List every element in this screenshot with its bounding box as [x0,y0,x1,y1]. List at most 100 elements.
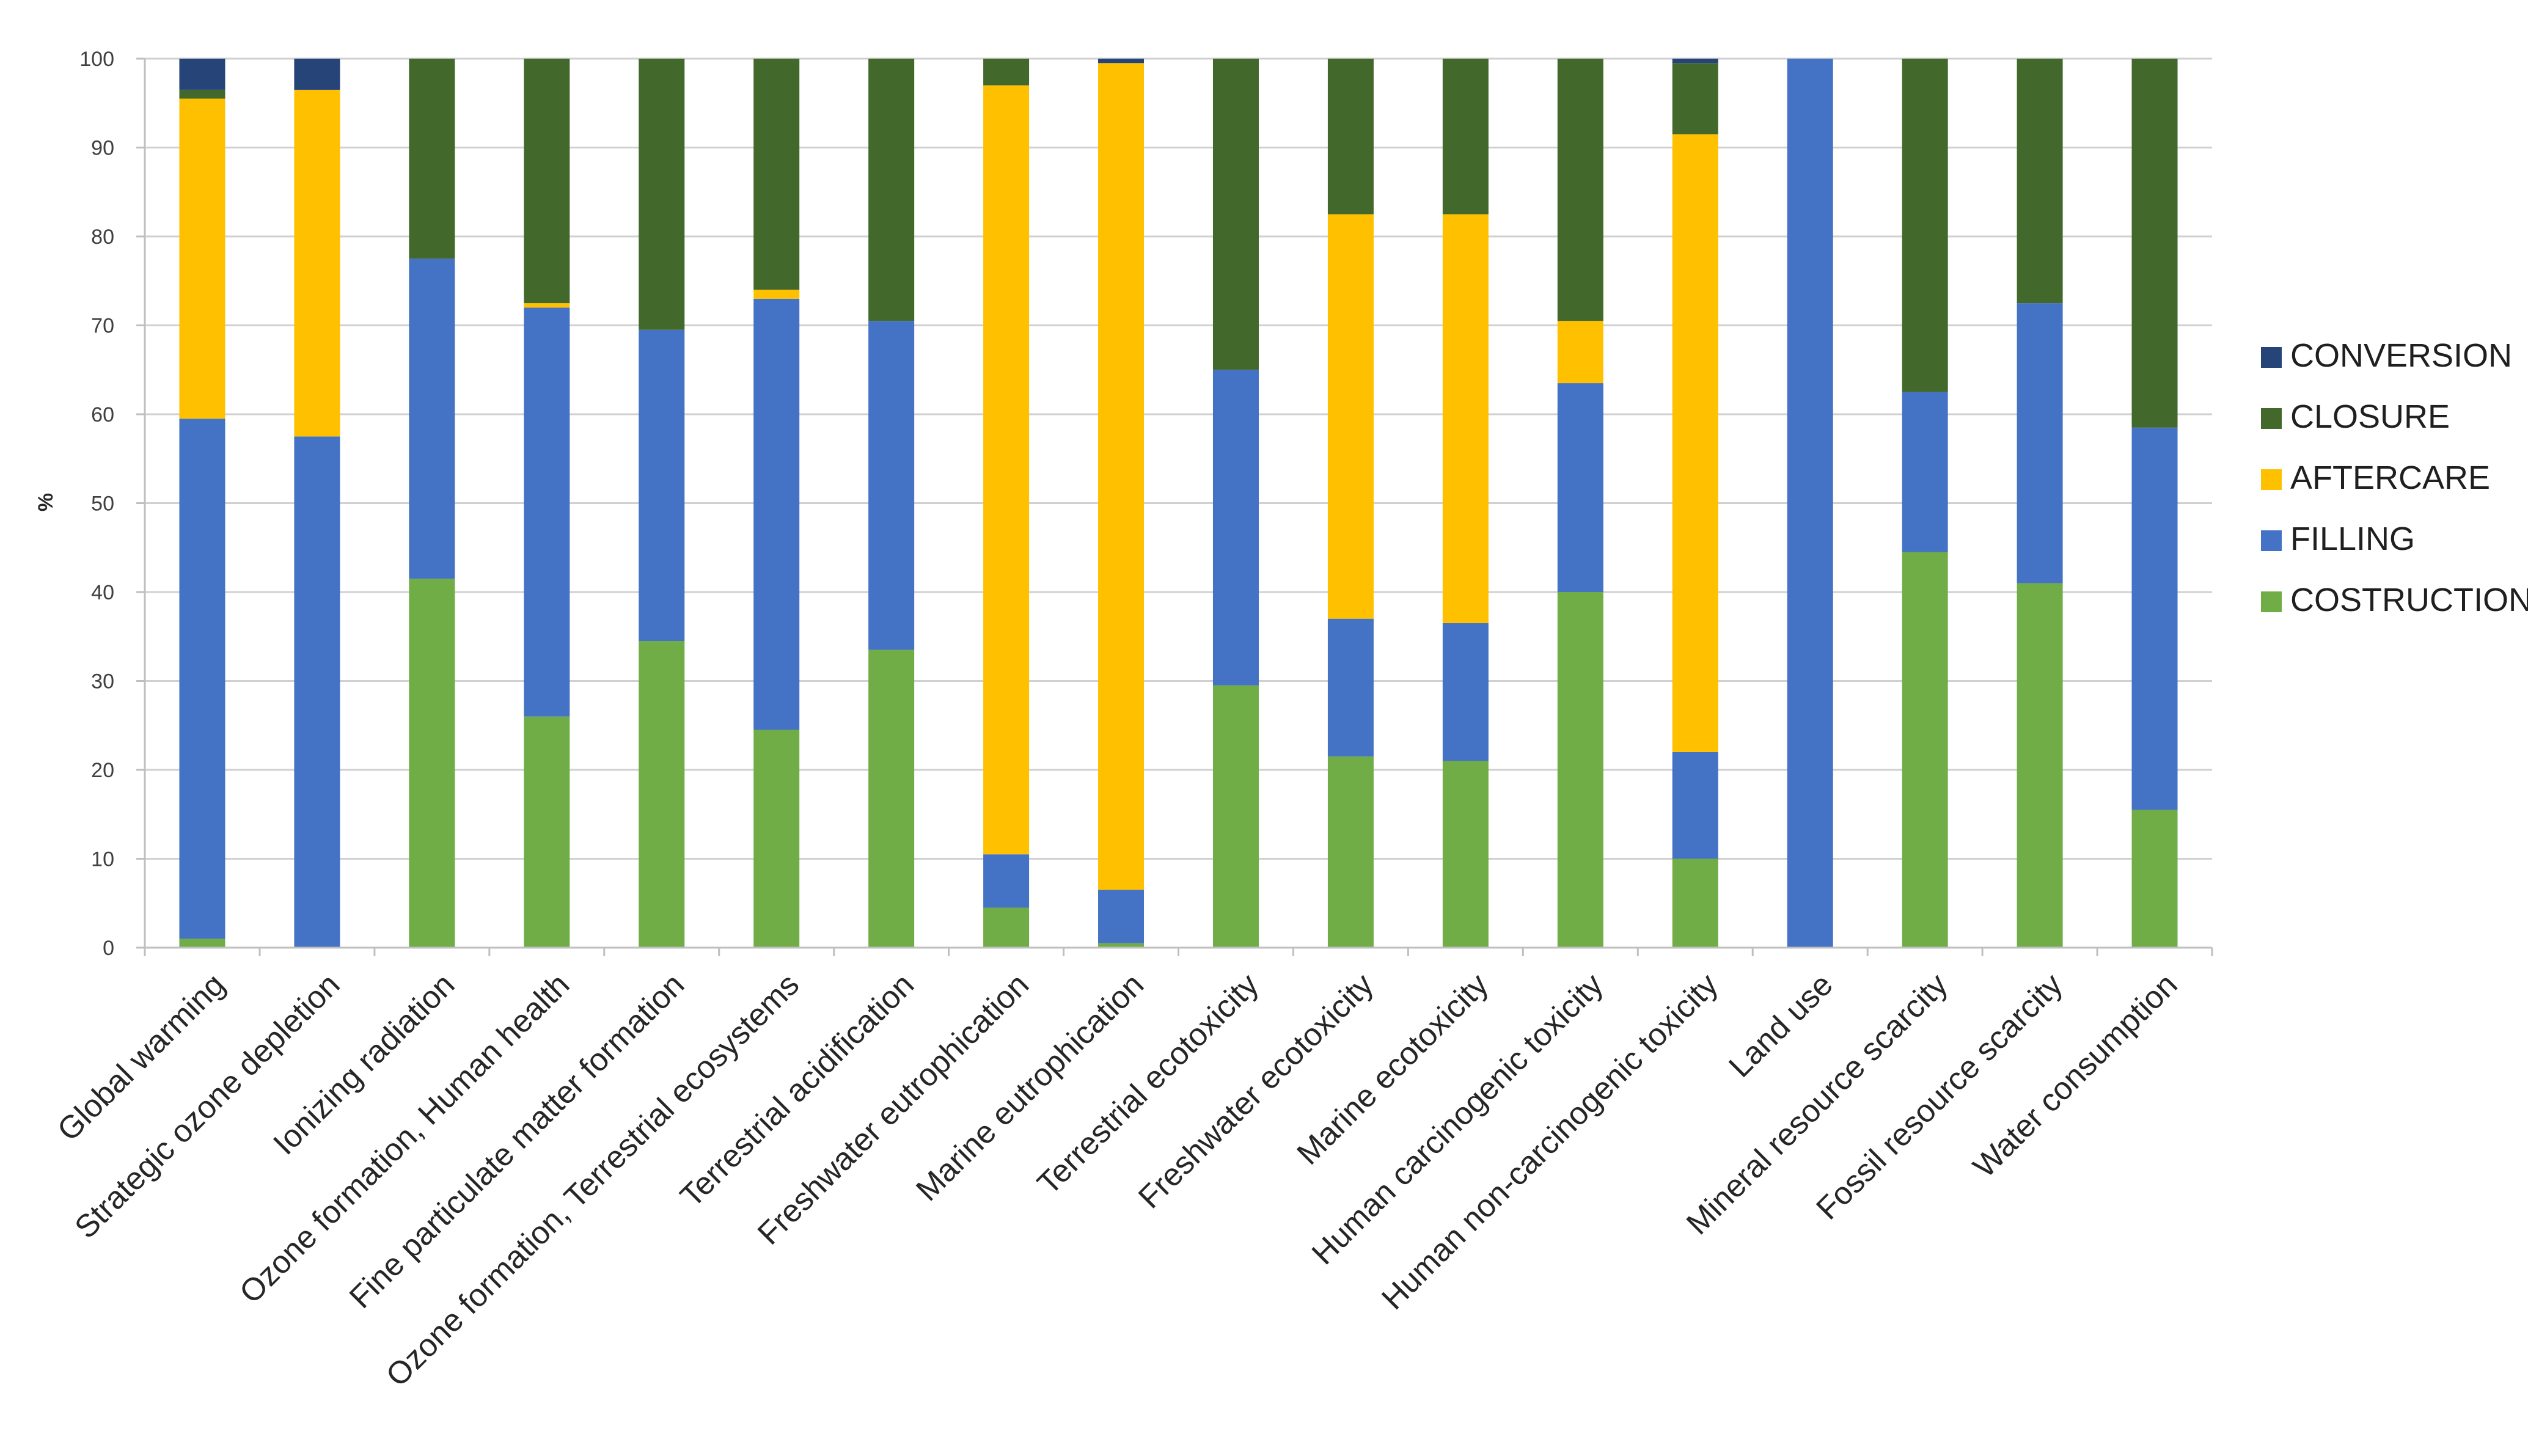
legend-swatch [2261,591,2282,612]
bar-segment-closure-13 [1672,63,1718,134]
axes [144,59,2213,956]
bar-segment-closure-12 [1557,59,1603,321]
bar-segment-closure-16 [2017,59,2063,304]
bar-segment-closure-9 [1212,59,1259,370]
bar-segment-filling-13 [1672,752,1718,859]
bar-segment-closure-17 [2131,59,2178,428]
bar-segment-conversion-8 [1098,59,1145,64]
gridlines [145,57,2212,949]
bar-segment-costruction-0 [179,938,225,948]
bar-segment-closure-15 [1902,59,1948,392]
legend-swatch [2261,347,2282,368]
bar-segment-costruction-15 [1902,552,1948,948]
bar-segment-closure-6 [868,59,915,321]
legend-swatch [2261,469,2282,490]
y-tick-label: 20 [91,759,114,782]
bar-segment-filling-3 [524,307,570,717]
bar-segment-filling-2 [409,258,455,579]
legend-label: CLOSURE [2290,398,2450,435]
bar-segment-closure-7 [983,59,1030,86]
bar-segment-aftercare-7 [983,85,1030,855]
bar-segment-filling-10 [1327,618,1374,757]
bar-segment-costruction-2 [409,579,455,948]
bar-segment-costruction-13 [1672,858,1718,948]
bar-segment-filling-12 [1557,383,1603,592]
bar-segment-costruction-16 [2017,583,2063,948]
x-category-label: Ozone formation, Terrestrial ecosystems [379,967,806,1393]
y-tick-label: 30 [91,670,114,693]
bars [179,59,2178,948]
bar-segment-closure-11 [1442,59,1489,214]
bar-segment-closure-3 [524,59,570,304]
bar-segment-aftercare-10 [1327,214,1374,619]
y-axis-ticks: 0 10 20 30 40 50 60 70 80 90 100 [79,48,145,960]
bar-segment-conversion-1 [294,59,340,90]
y-tick-label: 60 [91,403,114,426]
bar-segment-costruction-17 [2131,810,2178,948]
bar-segment-closure-2 [409,59,455,259]
bar-segment-filling-1 [294,436,340,948]
bar-segment-aftercare-13 [1672,134,1718,752]
bar-segment-aftercare-3 [524,303,570,308]
x-category-label: Terrestrial ecotoxicity [1031,967,1266,1201]
bar-segment-aftercare-8 [1098,63,1145,890]
bar-segment-filling-11 [1442,623,1489,761]
bar-segment-costruction-3 [524,716,570,948]
legend-label: CONVERSION [2290,337,2512,374]
y-tick-label: 90 [91,137,114,160]
legend-label: COSTRUCTION [2290,582,2528,618]
bar-segment-closure-10 [1327,59,1374,214]
bar-segment-conversion-0 [179,59,225,90]
bar-segment-filling-0 [179,419,225,939]
x-category-label: Terrestrial acidification [673,967,921,1214]
bar-segment-filling-8 [1098,890,1145,943]
bar-segment-aftercare-12 [1557,321,1603,384]
bar-segment-costruction-7 [983,907,1030,948]
bar-segment-filling-9 [1212,370,1259,686]
bar-segment-aftercare-1 [294,89,340,437]
bar-segment-closure-5 [753,59,800,290]
bar-segment-costruction-9 [1212,685,1259,948]
bar-segment-aftercare-0 [179,98,225,419]
bar-segment-costruction-6 [868,649,915,948]
bar-segment-costruction-5 [753,730,800,948]
x-category-label: Land use [1722,967,1839,1084]
bar-segment-aftercare-11 [1442,214,1489,623]
bar-segment-filling-5 [753,298,800,730]
legend: CONVERSION CLOSURE AFTERCARE FILLING COSTRUC… [2261,337,2528,618]
legend-item-costruction: COSTRUCTION [2261,582,2528,618]
legend-item-conversion: CONVERSION [2261,337,2512,374]
legend-label: FILLING [2290,521,2415,557]
y-tick-label: 80 [91,225,114,249]
y-tick-label: 0 [103,937,114,960]
bar-segment-closure-0 [179,89,225,99]
legend-swatch [2261,408,2282,429]
x-category-label: Marine ecotoxicity [1291,967,1495,1171]
bar-segment-filling-7 [983,854,1030,908]
legend-item-aftercare: AFTERCARE [2261,459,2490,496]
x-category-label: Marine eutrophication [909,967,1151,1208]
bar-segment-filling-4 [639,329,685,642]
bar-segment-filling-16 [2017,303,2063,583]
bar-segment-costruction-4 [639,641,685,948]
bar-segment-costruction-12 [1557,592,1603,948]
y-tick-label: 70 [91,315,114,338]
bar-segment-aftercare-5 [753,290,800,299]
bar-segment-filling-6 [868,321,915,650]
y-tick-label: 50 [91,492,114,516]
bar-segment-filling-17 [2131,427,2178,810]
y-axis-label: % [34,493,57,511]
bar-segment-costruction-8 [1098,943,1145,948]
x-category-label: Freshwater ecotoxicity [1132,967,1380,1215]
y-tick-label: 100 [79,48,114,71]
legend-item-closure: CLOSURE [2261,398,2450,435]
legend-item-filling: FILLING [2261,521,2415,557]
bar-segment-costruction-10 [1327,756,1374,948]
x-category-label: Water consumption [1966,967,2184,1184]
bar-segment-costruction-11 [1442,761,1489,948]
y-tick-label: 10 [91,848,114,871]
bar-segment-closure-4 [639,59,685,330]
bar-segment-filling-15 [1902,392,1948,552]
